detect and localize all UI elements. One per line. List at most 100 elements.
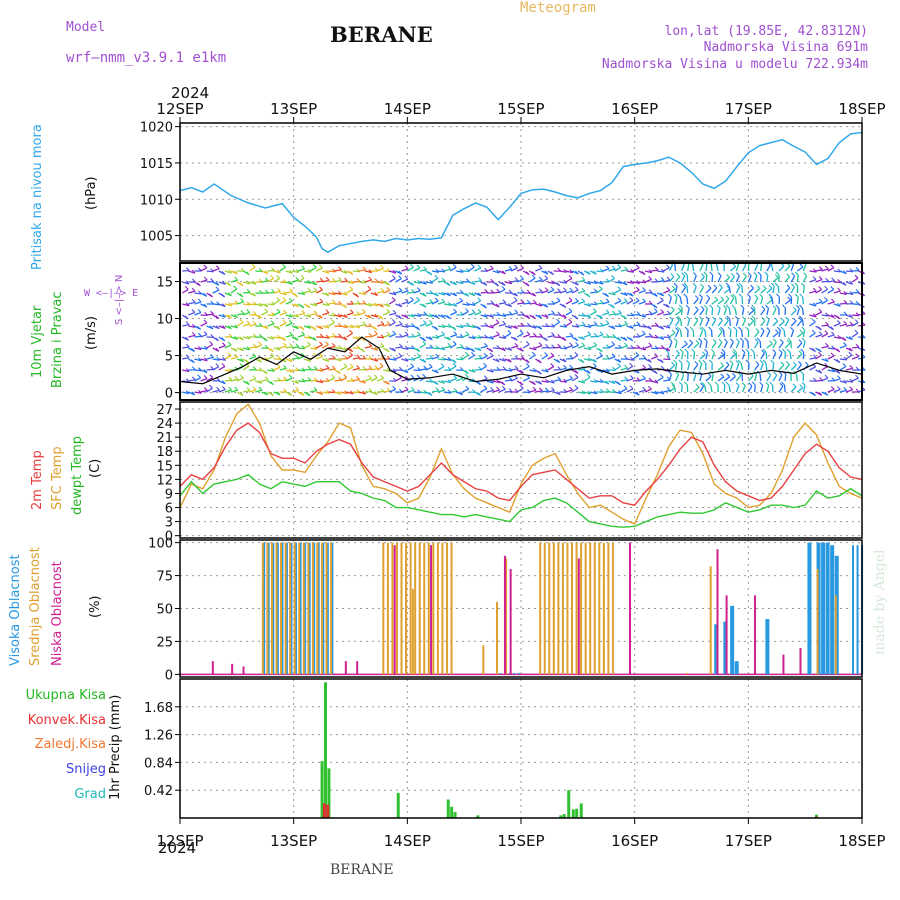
- wind-barb-flag: [258, 358, 263, 363]
- wind-barb: [522, 365, 530, 371]
- wind-barb: [657, 279, 665, 283]
- wind-barb-flag: [240, 374, 244, 379]
- wind-barb: [620, 388, 628, 393]
- wind-barb-flag: [380, 321, 385, 325]
- wind-barb-flag: [264, 308, 269, 313]
- wind-barb-flag: [532, 346, 537, 351]
- wind-barb: [644, 345, 652, 349]
- wind-barb-flag: [478, 354, 482, 359]
- wind-barb-flag: [203, 319, 208, 324]
- wind-barb: [413, 314, 421, 317]
- wind-barb-flag: [843, 386, 848, 391]
- wind-barb: [674, 263, 677, 272]
- wind-barb-flag: [623, 291, 628, 296]
- wind-barb: [796, 364, 803, 371]
- wind-barb-flag: [502, 366, 507, 370]
- wind-barb: [784, 276, 791, 283]
- wind-barb: [200, 347, 208, 350]
- wind-barb-flag: [289, 343, 294, 347]
- wind-barb-flag: [356, 324, 360, 329]
- precip-total-bar: [323, 682, 327, 818]
- wind-barb: [200, 389, 208, 393]
- wind-barb: [510, 377, 518, 382]
- wind-barb-flag: [794, 293, 799, 298]
- wind-barb-flag: [185, 280, 190, 285]
- wind-barb: [693, 309, 699, 316]
- wind-barb: [565, 300, 573, 305]
- wind-barb-flag: [374, 292, 379, 296]
- wind-barb-flag: [683, 271, 688, 276]
- wind-barb: [815, 288, 822, 294]
- wind-barb: [754, 374, 758, 382]
- wind-barb-flag: [355, 293, 359, 298]
- wind-barb: [710, 263, 713, 272]
- wind-barb-flag: [337, 313, 342, 318]
- wind-barb: [230, 325, 238, 329]
- wind-barb-flag: [453, 331, 458, 336]
- wind-barb: [364, 345, 372, 349]
- wind-barb-flag: [812, 287, 817, 292]
- wind-barb-flag: [190, 359, 195, 364]
- wind-barb-flag: [288, 280, 293, 285]
- wind-barb-flag: [612, 310, 616, 315]
- wind-barb-flag: [191, 366, 196, 371]
- wind-barb: [456, 300, 463, 305]
- wind-barb: [795, 373, 798, 382]
- wind-barb-flag: [681, 272, 686, 277]
- wind-barb: [741, 385, 746, 393]
- wind-barb: [772, 362, 775, 371]
- wind-barb-flag: [221, 271, 226, 275]
- wind-barb: [608, 356, 616, 360]
- wind-barb-flag: [325, 324, 330, 329]
- wind-barb: [480, 345, 488, 349]
- wind-barb-flag: [441, 331, 445, 335]
- wind-barb-flag: [538, 276, 543, 281]
- wind-barb: [626, 281, 634, 285]
- wind-barb-flag: [495, 358, 500, 363]
- low-cloud-bar: [393, 545, 396, 675]
- wind-barb-flag: [271, 289, 275, 293]
- wind-barb: [322, 303, 330, 307]
- wind-barb-flag: [362, 379, 366, 384]
- wind-barb-flag: [774, 329, 779, 333]
- wind-barb-flag: [855, 267, 860, 271]
- wind-barb: [401, 334, 409, 338]
- wind-barb: [783, 329, 786, 338]
- wind-barb-flag: [368, 342, 373, 347]
- y-tick-label: 0.84: [144, 756, 173, 771]
- high-cloud-bar: [513, 673, 516, 675]
- wind-barb: [425, 314, 433, 318]
- wind-barb-flag: [246, 335, 251, 340]
- wind-barb-flag: [673, 337, 678, 342]
- high-cloud-bar: [281, 542, 284, 675]
- wind-barb: [741, 352, 746, 360]
- high-cloud-bar: [723, 621, 728, 675]
- wind-barb-flag: [495, 319, 500, 324]
- wind-barb-flag: [519, 330, 524, 334]
- wind-barb: [340, 280, 348, 283]
- wind-barb: [802, 264, 807, 272]
- wind-barb: [389, 333, 396, 338]
- wind-barb-flag: [776, 326, 781, 331]
- wind-barb-flag: [532, 299, 537, 304]
- wind-barb-flag: [234, 335, 238, 340]
- wind-barb: [279, 322, 287, 327]
- wind-barb-flag: [410, 296, 414, 301]
- wind-barb-flag: [760, 327, 765, 332]
- wind-barb: [200, 358, 208, 362]
- wind-barb: [291, 270, 299, 274]
- wind-barb: [267, 303, 275, 306]
- wind-barb: [680, 374, 685, 382]
- wind-barb: [358, 269, 366, 272]
- wind-barb-flag: [598, 285, 603, 290]
- wind-barb-flag: [507, 358, 512, 363]
- wind-barb: [328, 377, 336, 382]
- wind-barb: [778, 320, 785, 327]
- wind-barb-flag: [240, 358, 244, 362]
- wind-barb: [303, 344, 311, 349]
- mid-cloud-bar: [584, 542, 587, 675]
- wind-barb-flag: [790, 326, 794, 331]
- wind-barb-flag: [496, 269, 500, 274]
- wind-barb: [638, 389, 646, 393]
- wind-barb: [577, 290, 586, 294]
